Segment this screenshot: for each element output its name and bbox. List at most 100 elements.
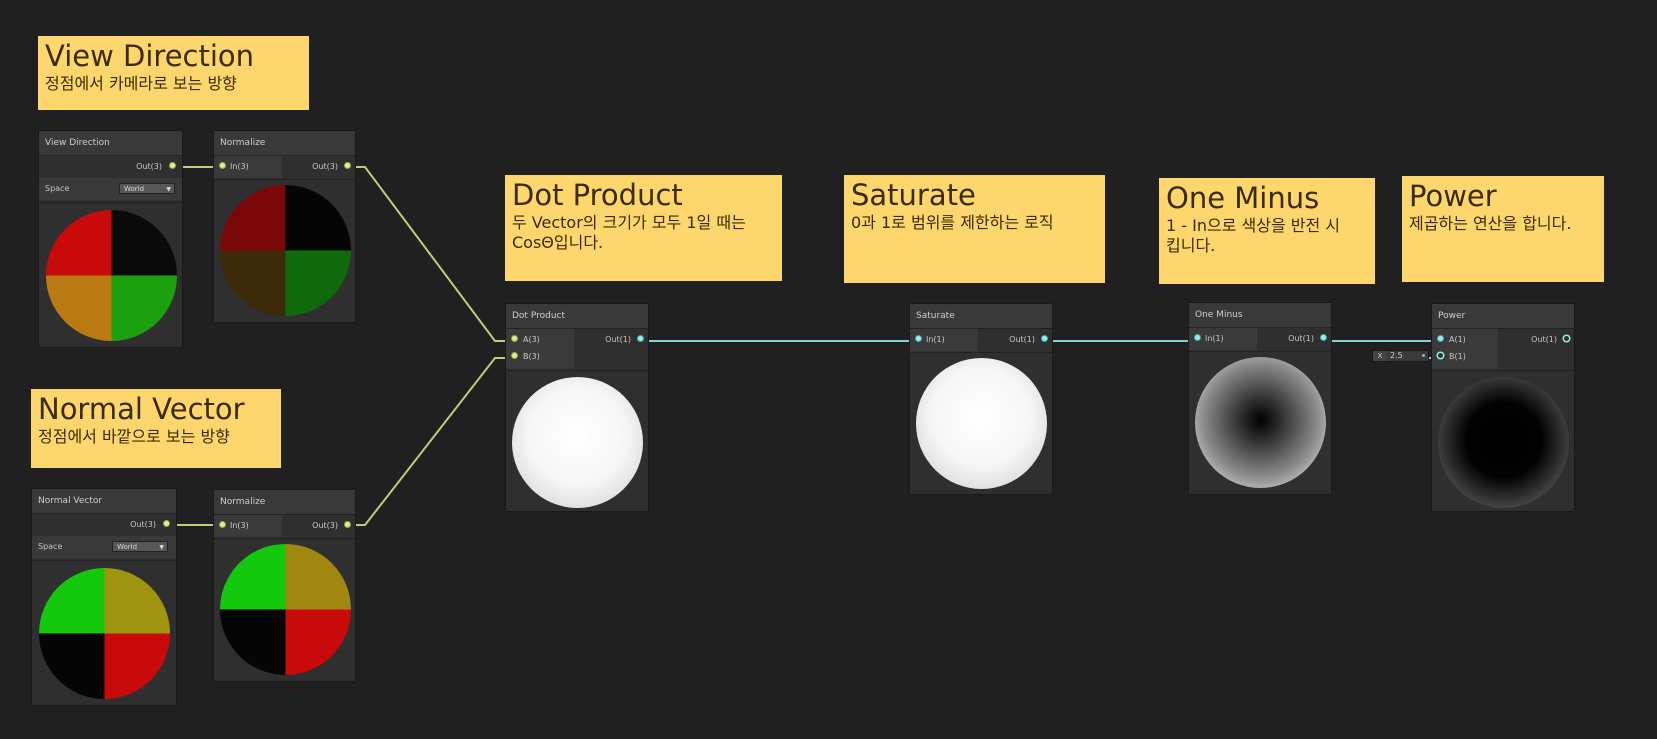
port-label: Out(1) [1531,335,1557,344]
preview-sphere [1438,377,1569,508]
port-label: Out(1) [605,335,631,344]
chevron-down-icon: ▼ [166,186,171,193]
port-label: B(1) [1449,352,1466,361]
output-port[interactable] [170,163,175,168]
node-saturate[interactable]: Saturate In(1) Out(1) [909,303,1053,495]
node-normalize-2[interactable]: Normalize In(3) Out(3) [213,489,356,682]
port-label: Out(3) [312,521,338,530]
space-label: Space [38,542,63,551]
space-dropdown[interactable]: World ▼ [119,183,175,194]
space-setting: Space World ▼ [32,536,176,558]
output-port-row: Out(3) [32,514,176,536]
node-title[interactable]: Saturate [910,304,1052,329]
note-saturate[interactable]: Saturate 0과 1로 범위를 제한하는 로직 [844,175,1105,283]
note-body: 0과 1로 범위를 제한하는 로직 [851,213,1054,232]
input-port-a[interactable] [512,336,517,341]
node-preview [39,202,182,347]
node-normal-vector[interactable]: Normal Vector Out(3) Space World ▼ [31,488,177,706]
input-port[interactable] [1195,335,1200,340]
wire-normalize2-to-dot-b [349,357,508,526]
value-text: 2.5 [1390,351,1403,360]
port-row: In(1) Out(1) [910,329,1052,351]
port-row: In(1) Out(1) [1189,328,1331,350]
output-port-row: Out(3) [39,156,182,178]
port-row: In(3) Out(3) [214,515,355,537]
note-body: 두 Vector의 크기가 모두 1일 때는 CosΘ입니다. [512,213,746,252]
note-body: 정점에서 바깥으로 보는 방향 [38,427,230,446]
node-view-direction[interactable]: View Direction Out(3) Space World ▼ [38,130,183,348]
note-one-minus[interactable]: One Minus 1 - In으로 색상을 반전 시킵니다. [1159,178,1375,284]
output-port[interactable] [1564,336,1569,341]
node-preview [506,370,648,511]
note-title: Saturate [851,178,976,212]
note-title: Power [1409,179,1497,213]
axis-label: X [1373,351,1387,361]
ports: A(3) B(3) Out(1) [506,329,648,369]
node-title[interactable]: Normal Vector [32,489,176,514]
port-label: Out(3) [312,162,338,171]
note-title: Normal Vector [38,392,245,426]
note-body: 정점에서 카메라로 보는 방향 [45,74,237,93]
ports: A(1) B(1) Out(1) [1432,329,1574,369]
node-title[interactable]: View Direction [39,131,182,156]
input-port-b[interactable] [1438,353,1443,358]
port-label: Out(1) [1288,334,1314,343]
input-port[interactable] [220,163,225,168]
preview-sphere [916,358,1047,489]
node-one-minus[interactable]: One Minus In(1) Out(1) [1188,302,1332,495]
note-dot-product[interactable]: Dot Product 두 Vector의 크기가 모두 1일 때는 CosΘ입… [505,175,782,281]
port-label: A(3) [523,335,540,344]
note-body: 제곱하는 연산을 합니다. [1409,214,1572,233]
node-title[interactable]: Normalize [214,490,355,515]
input-port-a[interactable] [1438,336,1443,341]
space-setting: Space World ▼ [39,178,182,200]
chevron-down-icon: ▼ [159,544,164,551]
port-label: In(3) [230,521,249,530]
port-label: B(3) [523,352,540,361]
node-preview [214,179,355,322]
note-normal-vector[interactable]: Normal Vector 정점에서 바깥으로 보는 방향 [31,389,281,468]
preview-sphere [39,568,170,699]
output-port[interactable] [164,521,169,526]
input-port-b[interactable] [512,353,517,358]
node-title[interactable]: Power [1432,304,1574,329]
preview-sphere [512,377,643,508]
note-title: One Minus [1166,181,1320,215]
port-label: In(3) [230,162,249,171]
node-preview [910,352,1052,494]
port-label: In(1) [1205,334,1224,343]
port-dot-icon [1422,354,1425,357]
note-body: 1 - In으로 색상을 반전 시킵니다. [1166,216,1341,255]
input-port[interactable] [220,522,225,527]
port-label: A(1) [1449,335,1466,344]
node-power[interactable]: Power A(1) B(1) Out(1) [1431,303,1575,512]
space-dropdown[interactable]: World ▼ [112,541,168,552]
dropdown-value: World [124,185,145,193]
input-port[interactable] [916,336,921,341]
port-label: In(1) [926,335,945,344]
node-preview [1432,370,1574,511]
power-b-input-field[interactable]: X 2.5 [1372,350,1429,362]
output-port[interactable] [345,163,350,168]
node-dot-product[interactable]: Dot Product A(3) B(3) Out(1) [505,303,649,512]
preview-sphere [1195,357,1326,488]
port-label: Out(1) [1009,335,1035,344]
preview-sphere [220,185,351,316]
output-port[interactable] [638,336,643,341]
node-title[interactable]: One Minus [1189,303,1331,328]
output-port[interactable] [345,522,350,527]
node-title[interactable]: Dot Product [506,304,648,329]
node-title[interactable]: Normalize [214,131,355,156]
output-port[interactable] [1321,335,1326,340]
preview-sphere [46,210,177,341]
note-title: View Direction [45,39,255,73]
note-power[interactable]: Power 제곱하는 연산을 합니다. [1402,176,1604,282]
preview-sphere [220,544,351,675]
port-row: In(3) Out(3) [214,156,355,178]
output-port[interactable] [1042,336,1047,341]
node-normalize-1[interactable]: Normalize In(3) Out(3) [213,130,356,323]
note-title: Dot Product [512,178,683,212]
node-preview [214,538,355,681]
note-view-direction[interactable]: View Direction 정점에서 카메라로 보는 방향 [38,36,309,110]
space-label: Space [45,184,70,193]
